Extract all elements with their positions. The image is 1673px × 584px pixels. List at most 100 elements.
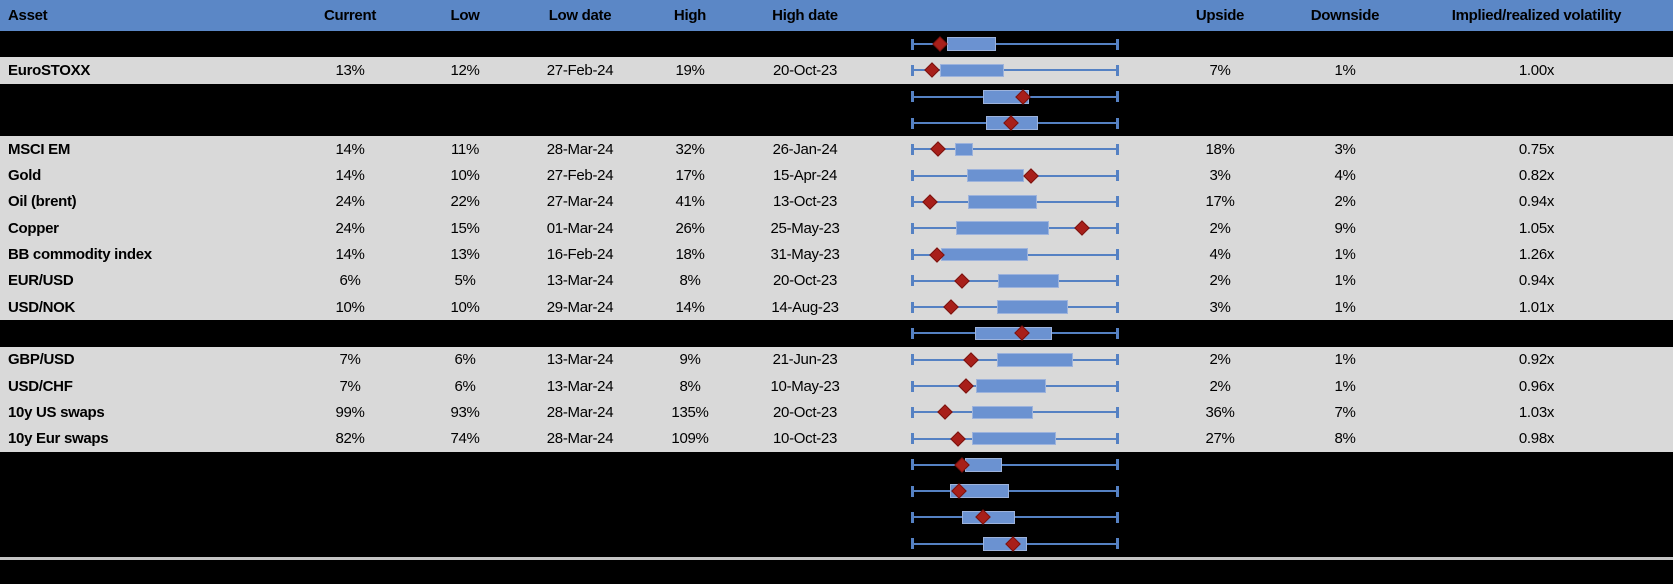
- cell-low-date: [510, 504, 650, 530]
- cell-upside: 2%: [1209, 377, 1231, 395]
- cell-low: [420, 452, 510, 478]
- cell-low: [420, 478, 510, 504]
- whisker-cap-left-icon: [911, 433, 914, 445]
- current-marker-diamond-icon: [962, 351, 979, 368]
- hidden-row: [0, 504, 1673, 531]
- cell-upside: 2%: [1209, 351, 1231, 369]
- cell-high: [650, 84, 730, 110]
- whisker-cap-right-icon: [1116, 196, 1119, 208]
- cell-high-date: 13-Oct-23: [773, 193, 837, 211]
- cell-high: [650, 452, 730, 478]
- cell-low: 93%: [450, 403, 480, 421]
- whisker-cap-right-icon: [1116, 538, 1119, 550]
- cell-low-date: 16-Feb-24: [546, 246, 614, 264]
- table-row: USD/NOK 10% 10% 29-Mar-24 14% 14-Aug-23 …: [0, 293, 1673, 321]
- cell-current: 13%: [335, 61, 365, 79]
- whisker-cap-right-icon: [1116, 64, 1119, 76]
- cell-downside: [1290, 504, 1400, 530]
- cell-asset: Copper: [8, 219, 59, 237]
- cell-current: [280, 452, 420, 478]
- cell-iv-rv: 1.03x: [1518, 403, 1555, 421]
- cell-iv-rv: [1400, 31, 1673, 57]
- cell-iv-rv: [1400, 110, 1673, 136]
- whisker-cap-left-icon: [911, 117, 914, 129]
- cell-upside: [1150, 110, 1290, 136]
- cell-high: 26%: [675, 219, 705, 237]
- cell-low-date: 27-Feb-24: [546, 61, 614, 79]
- cell-current: [280, 531, 420, 557]
- cell-high: [650, 504, 730, 530]
- cell-upside: 17%: [1205, 193, 1235, 211]
- header-asset: Asset: [8, 7, 48, 24]
- cell-iv-rv: [1400, 84, 1673, 110]
- cell-asset: [0, 320, 280, 346]
- whisker-cap-left-icon: [911, 275, 914, 287]
- cell-low: 11%: [450, 140, 479, 158]
- table-row: 10y Eur swaps 82% 74% 28-Mar-24 109% 10-…: [0, 425, 1673, 452]
- cell-low: 74%: [450, 430, 480, 448]
- cell-boxplot: [880, 136, 1150, 162]
- table-row: Gold 14% 10% 27-Feb-24 17% 15-Apr-24 3% …: [0, 162, 1673, 189]
- cell-current: 6%: [339, 272, 361, 290]
- current-marker-diamond-icon: [929, 141, 946, 158]
- whisker-cap-right-icon: [1116, 433, 1119, 445]
- range-box: [975, 379, 1047, 393]
- hidden-row: [0, 109, 1673, 137]
- cell-boxplot: [880, 162, 1150, 188]
- range-box: [964, 458, 1002, 472]
- cell-downside: [1290, 478, 1400, 504]
- whisker-cap-right-icon: [1116, 143, 1119, 155]
- cell-low: [420, 31, 510, 57]
- cell-downside: 1%: [1334, 351, 1356, 369]
- boxplot: [911, 162, 1119, 188]
- boxplot: [911, 425, 1119, 451]
- range-box: [941, 247, 1028, 262]
- cell-boxplot: [880, 268, 1150, 294]
- table-row: EUR/USD 6% 5% 13-Mar-24 8% 20-Oct-23 2% …: [0, 267, 1673, 294]
- cell-high-date: [730, 320, 880, 346]
- boxplot: [911, 531, 1119, 557]
- cell-boxplot: [880, 215, 1150, 241]
- cell-boxplot: [880, 452, 1150, 478]
- cell-upside: [1150, 31, 1290, 57]
- table-row: EuroSTOXX 13% 12% 27-Feb-24 19% 20-Oct-2…: [0, 57, 1673, 84]
- cell-high: [650, 531, 730, 557]
- cell-high-date: 31-May-23: [770, 246, 840, 264]
- cell-high: 14%: [675, 298, 705, 316]
- cell-low-date: 27-Feb-24: [546, 167, 614, 185]
- table-row: MSCI EM 14% 11% 28-Mar-24 32% 26-Jan-24 …: [0, 136, 1673, 163]
- cell-boxplot: [880, 478, 1150, 504]
- cell-current: 7%: [339, 351, 361, 369]
- cell-upside: [1150, 452, 1290, 478]
- table-body: EuroSTOXX 13% 12% 27-Feb-24 19% 20-Oct-2…: [0, 31, 1673, 557]
- whisker-cap-left-icon: [911, 249, 914, 261]
- whisker-cap-right-icon: [1116, 485, 1119, 497]
- cell-low: 13%: [450, 246, 480, 264]
- cell-upside: 7%: [1209, 61, 1231, 79]
- cell-iv-rv: [1400, 320, 1673, 346]
- cell-boxplot: [880, 399, 1150, 425]
- current-marker-diamond-icon: [932, 36, 948, 52]
- cell-low-date: [510, 84, 650, 110]
- cell-upside: [1150, 531, 1290, 557]
- cell-high: [650, 110, 730, 136]
- cell-iv-rv: 1.26x: [1518, 246, 1555, 264]
- cell-downside: 1%: [1334, 61, 1356, 79]
- cell-asset: MSCI EM: [8, 140, 71, 158]
- cell-low-date: 13-Mar-24: [546, 272, 614, 290]
- cell-high-date: [730, 478, 880, 504]
- cell-asset: EUR/USD: [8, 272, 74, 290]
- whisker-cap-right-icon: [1116, 327, 1119, 339]
- range-box: [956, 221, 1050, 236]
- whisker-cap-right-icon: [1116, 38, 1119, 50]
- whisker-cap-right-icon: [1116, 117, 1119, 129]
- cell-high: 109%: [671, 430, 709, 448]
- current-marker-diamond-icon: [957, 378, 974, 394]
- cell-high-date: 15-Apr-24: [772, 167, 837, 185]
- cell-boxplot: [880, 294, 1150, 320]
- cell-downside: 8%: [1334, 430, 1356, 448]
- cell-downside: 3%: [1334, 140, 1356, 158]
- header-high-date: High date: [772, 7, 838, 24]
- range-box: [967, 195, 1037, 209]
- cell-low: 5%: [454, 272, 476, 290]
